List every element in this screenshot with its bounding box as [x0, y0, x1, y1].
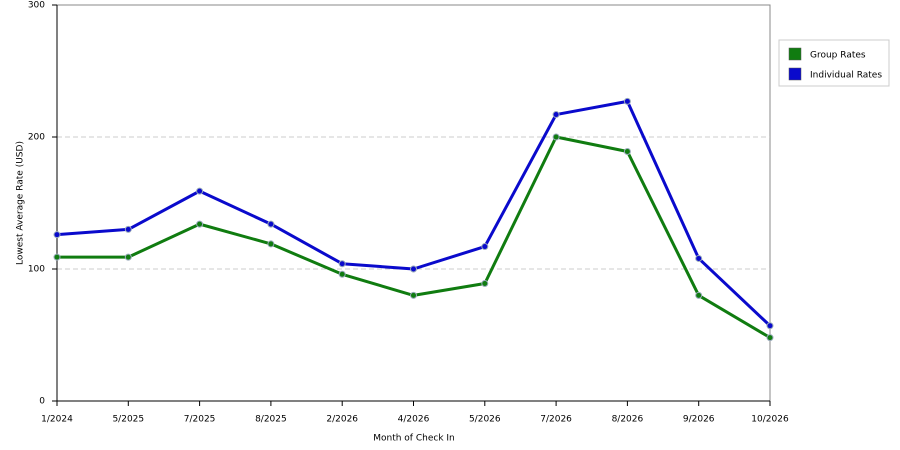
data-point: [695, 254, 703, 262]
data-point: [53, 231, 61, 239]
x-tick-label: 9/2026: [683, 415, 715, 425]
data-point: [196, 220, 204, 228]
x-tick-label: 4/2026: [398, 415, 430, 425]
data-point: [124, 225, 132, 233]
data-point: [196, 187, 204, 195]
data-point: [338, 260, 346, 268]
legend-label: Group Rates: [810, 51, 866, 61]
x-axis-label: Month of Check In: [373, 434, 455, 444]
y-tick-label: 200: [28, 133, 45, 143]
x-tick-label: 7/2026: [540, 415, 572, 425]
x-tick-label: 10/2026: [751, 415, 789, 425]
data-point: [481, 243, 489, 251]
x-tick-label: 1/2024: [41, 415, 73, 425]
data-point: [267, 220, 275, 228]
data-point: [552, 133, 560, 141]
x-tick-label: 5/2026: [469, 415, 501, 425]
legend-swatch: [788, 67, 802, 81]
y-tick-label: 300: [28, 1, 45, 11]
legend-label: Individual Rates: [810, 71, 882, 81]
x-tick-label: 7/2025: [184, 415, 216, 425]
data-point: [623, 148, 631, 156]
data-point: [267, 240, 275, 248]
y-tick-label: 0: [39, 397, 45, 407]
data-point: [481, 280, 489, 288]
x-tick-label: 8/2025: [255, 415, 287, 425]
data-point: [410, 291, 417, 299]
x-tick-label: 5/2025: [112, 415, 144, 425]
data-point: [766, 334, 774, 342]
series-line: [57, 135, 771, 339]
data-point: [124, 253, 132, 261]
x-tick-label: 2/2026: [326, 415, 358, 425]
data-point: [695, 291, 703, 299]
data-point: [338, 270, 346, 278]
data-point: [53, 253, 61, 261]
y-axis-label: Lowest Average Rate (USD): [16, 141, 26, 265]
data-point: [552, 111, 560, 119]
data-point: [410, 265, 417, 273]
y-tick-label: 100: [28, 265, 45, 275]
x-tick-label: 8/2026: [612, 415, 644, 425]
data-point: [623, 97, 631, 105]
legend-swatch: [788, 47, 802, 61]
data-point: [766, 322, 774, 330]
plot-frame: [56, 4, 771, 402]
